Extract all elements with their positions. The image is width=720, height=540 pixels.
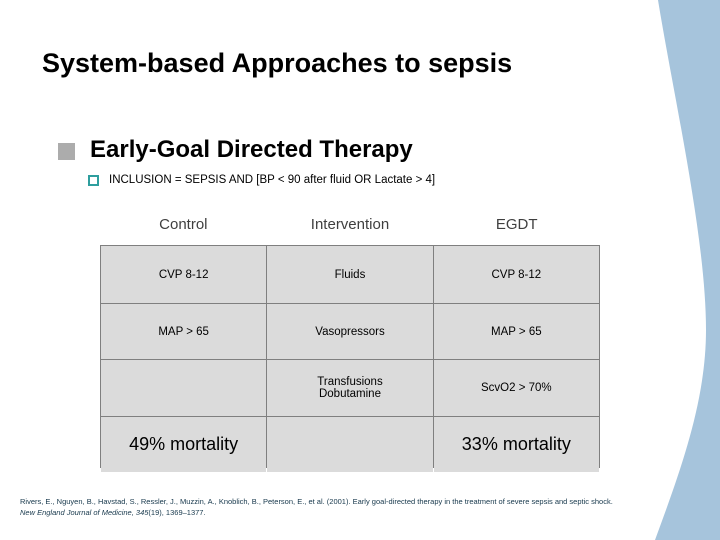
sub-bullet-text: INCLUSION = SEPSIS AND [BP < 90 after fl…: [109, 174, 436, 186]
table-cell-control-mortality: 49% mortality: [101, 417, 267, 472]
table-cell: MAP > 65: [101, 304, 267, 359]
square-bullet-icon: [58, 142, 75, 160]
reference-citation: Rivers, E., Nguyen, B., Havstad, S., Res…: [20, 496, 690, 518]
table-cell: [267, 417, 433, 472]
column-header-control: Control: [159, 216, 208, 233]
table-cell: ScvO2 > 70%: [433, 360, 599, 416]
blue-swoosh-decoration: [650, 0, 720, 540]
bullet-item: Early-Goal Directed Therapy: [58, 136, 413, 164]
table-cell: [101, 360, 267, 416]
slide-title: System-based Approaches to sepsis: [42, 48, 513, 78]
citation-line2: New England Journal of Medicine, 345(19)…: [20, 507, 690, 518]
column-header-intervention: Intervention: [310, 216, 390, 233]
table-cell: MAP > 65: [433, 304, 599, 359]
table-cell: Vasopressors: [267, 304, 433, 359]
table-cell: CVP 8-12: [101, 246, 267, 303]
open-square-bullet-icon: [88, 174, 99, 186]
table-cell: Fluids: [267, 246, 433, 303]
egdt-comparison-table: CVP 8-12 Fluids CVP 8-12 MAP > 65 Vasopr…: [100, 245, 600, 472]
sub-bullet-item: INCLUSION = SEPSIS AND [BP < 90 after fl…: [88, 174, 435, 186]
column-header-egdt: EGDT: [495, 216, 538, 233]
citation-pages: (19), 1369–1377.: [148, 508, 206, 517]
citation-line1: Rivers, E., Nguyen, B., Havstad, S., Res…: [20, 497, 613, 506]
table-cell-egdt-mortality: 33% mortality: [433, 417, 599, 472]
table-cell: CVP 8-12: [433, 246, 599, 303]
bullet-text: Early-Goal Directed Therapy: [90, 136, 413, 163]
table-cell: Transfusions Dobutamine: [267, 360, 433, 416]
table-column-headers: Control Intervention EGDT: [100, 216, 600, 233]
citation-journal: New England Journal of Medicine, 345: [20, 508, 149, 517]
